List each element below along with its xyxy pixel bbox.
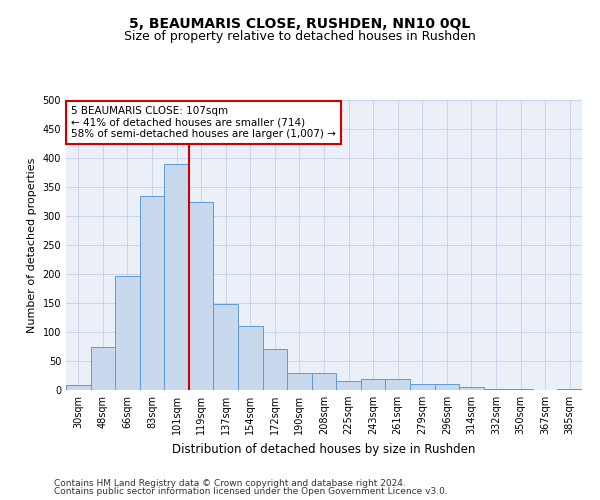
Bar xyxy=(164,164,189,390)
Text: Contains public sector information licensed under the Open Government Licence v3: Contains public sector information licen… xyxy=(54,487,448,496)
Bar xyxy=(91,346,115,390)
Bar xyxy=(434,384,459,390)
Bar xyxy=(189,202,214,390)
Bar xyxy=(336,382,361,390)
Bar xyxy=(238,326,263,390)
Text: Contains HM Land Registry data © Crown copyright and database right 2024.: Contains HM Land Registry data © Crown c… xyxy=(54,478,406,488)
Bar xyxy=(214,304,238,390)
X-axis label: Distribution of detached houses by size in Rushden: Distribution of detached houses by size … xyxy=(172,442,476,456)
Bar xyxy=(410,384,434,390)
Bar xyxy=(312,372,336,390)
Bar xyxy=(140,196,164,390)
Bar xyxy=(361,379,385,390)
Text: 5, BEAUMARIS CLOSE, RUSHDEN, NN10 0QL: 5, BEAUMARIS CLOSE, RUSHDEN, NN10 0QL xyxy=(130,18,470,32)
Text: Size of property relative to detached houses in Rushden: Size of property relative to detached ho… xyxy=(124,30,476,43)
Bar xyxy=(484,389,508,390)
Bar xyxy=(459,387,484,390)
Bar xyxy=(66,386,91,390)
Bar xyxy=(385,379,410,390)
Bar xyxy=(287,372,312,390)
Text: 5 BEAUMARIS CLOSE: 107sqm
← 41% of detached houses are smaller (714)
58% of semi: 5 BEAUMARIS CLOSE: 107sqm ← 41% of detac… xyxy=(71,106,336,139)
Bar xyxy=(263,350,287,390)
Bar xyxy=(115,276,140,390)
Y-axis label: Number of detached properties: Number of detached properties xyxy=(27,158,37,332)
